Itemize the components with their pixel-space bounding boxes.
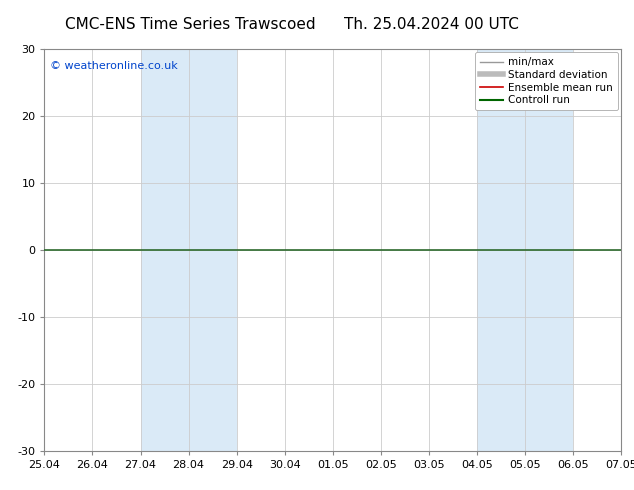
Bar bbox=[141, 49, 236, 451]
Text: Th. 25.04.2024 00 UTC: Th. 25.04.2024 00 UTC bbox=[344, 17, 519, 32]
Legend: min/max, Standard deviation, Ensemble mean run, Controll run: min/max, Standard deviation, Ensemble me… bbox=[475, 52, 618, 110]
Text: CMC-ENS Time Series Trawscoed: CMC-ENS Time Series Trawscoed bbox=[65, 17, 316, 32]
Bar bbox=[477, 49, 573, 451]
Text: © weatheronline.co.uk: © weatheronline.co.uk bbox=[50, 61, 178, 71]
